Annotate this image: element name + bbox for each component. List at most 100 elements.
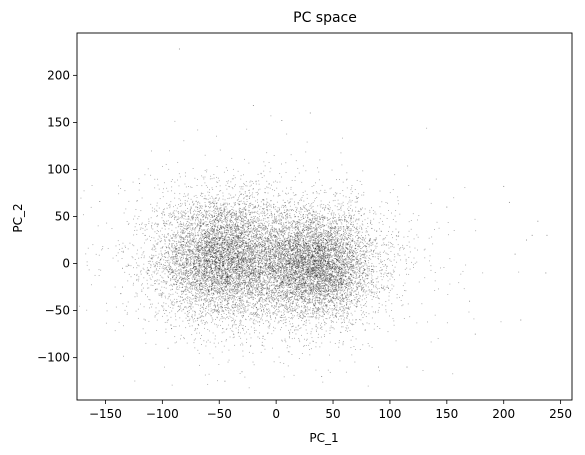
scatter-point <box>231 263 233 265</box>
scatter-point <box>205 214 207 216</box>
scatter-point <box>167 260 169 262</box>
scatter-point <box>238 235 239 237</box>
scatter-point <box>178 235 180 237</box>
scatter-point <box>167 271 169 273</box>
scatter-point <box>181 236 183 238</box>
scatter-point <box>221 306 223 307</box>
scatter-point <box>191 272 193 274</box>
scatter-point <box>183 211 185 213</box>
scatter-point <box>214 335 216 337</box>
scatter-point <box>210 282 212 284</box>
scatter-point <box>204 253 206 255</box>
scatter-point <box>237 238 239 240</box>
scatter-point <box>221 227 223 229</box>
scatter-point <box>255 316 257 318</box>
scatter-point <box>248 232 250 234</box>
scatter-point <box>179 300 180 302</box>
scatter-point <box>240 255 242 257</box>
scatter-point <box>248 248 250 250</box>
scatter-point <box>241 274 243 276</box>
scatter-point <box>245 310 247 312</box>
scatter-point <box>217 342 219 344</box>
scatter-point <box>224 263 226 265</box>
scatter-point <box>182 290 183 292</box>
scatter-point <box>194 265 196 267</box>
scatter-point <box>246 244 248 246</box>
scatter-point <box>218 221 219 223</box>
scatter-point <box>255 235 257 237</box>
scatter-point <box>205 240 207 242</box>
scatter-point <box>201 233 203 234</box>
scatter-point <box>248 222 250 224</box>
scatter-point <box>170 272 172 274</box>
scatter-point <box>238 261 239 263</box>
scatter-point <box>235 232 237 234</box>
scatter-point <box>212 247 214 248</box>
scatter-point <box>275 254 277 256</box>
scatter-point <box>204 247 206 249</box>
scatter-point <box>227 224 229 226</box>
scatter-point <box>211 230 213 232</box>
scatter-point <box>210 217 212 219</box>
scatter-point <box>222 283 223 285</box>
scatter-point <box>196 203 198 205</box>
scatter-point <box>227 214 229 215</box>
scatter-point <box>239 236 241 238</box>
scatter-point <box>312 223 314 225</box>
scatter-point <box>177 252 179 254</box>
scatter-point <box>232 257 234 259</box>
scatter-point <box>199 225 201 227</box>
scatter-point <box>238 283 240 285</box>
scatter-point <box>208 232 209 233</box>
scatter-point <box>222 192 224 194</box>
scatter-point <box>167 252 169 254</box>
scatter-point <box>238 277 240 279</box>
scatter-point <box>201 234 203 236</box>
scatter-point <box>169 240 171 242</box>
scatter-point <box>206 217 208 218</box>
scatter-point <box>240 227 242 228</box>
scatter-point <box>190 249 192 251</box>
scatter-point <box>255 313 256 315</box>
scatter-point <box>221 316 223 318</box>
scatter-point <box>210 289 212 291</box>
scatter-point <box>200 272 202 274</box>
scatter-point <box>249 290 251 291</box>
scatter-point <box>292 277 294 279</box>
scatter-point <box>239 274 241 276</box>
scatter-point <box>186 270 187 272</box>
scatter-point <box>286 267 288 269</box>
scatter-point <box>192 276 194 278</box>
scatter-point <box>232 289 234 290</box>
scatter-point <box>230 214 231 215</box>
scatter-point <box>221 332 223 334</box>
scatter-point <box>240 292 242 294</box>
scatter-point <box>235 219 237 221</box>
scatter-point <box>228 226 230 227</box>
scatter-point <box>199 224 201 226</box>
scatter-point <box>217 324 219 326</box>
scatter-point <box>207 329 209 331</box>
scatter-point <box>224 278 226 280</box>
scatter-point <box>220 288 222 290</box>
scatter-point <box>184 232 185 234</box>
scatter-point <box>231 278 233 280</box>
scatter-point <box>223 270 224 272</box>
scatter-point <box>191 257 193 259</box>
scatter-point <box>226 276 228 278</box>
scatter-point <box>233 257 235 259</box>
scatter-point <box>204 237 206 238</box>
scatter-point <box>133 282 134 284</box>
scatter-point <box>186 314 188 316</box>
scatter-point <box>181 252 183 254</box>
scatter-point <box>229 258 231 260</box>
scatter-point <box>181 250 183 252</box>
scatter-point <box>218 251 220 253</box>
scatter-point <box>235 245 237 247</box>
scatter-point <box>214 261 216 263</box>
scatter-point <box>223 202 225 204</box>
scatter-point <box>272 270 274 272</box>
scatter-point <box>171 270 173 272</box>
scatter-point <box>234 284 236 286</box>
scatter-point <box>156 273 157 275</box>
